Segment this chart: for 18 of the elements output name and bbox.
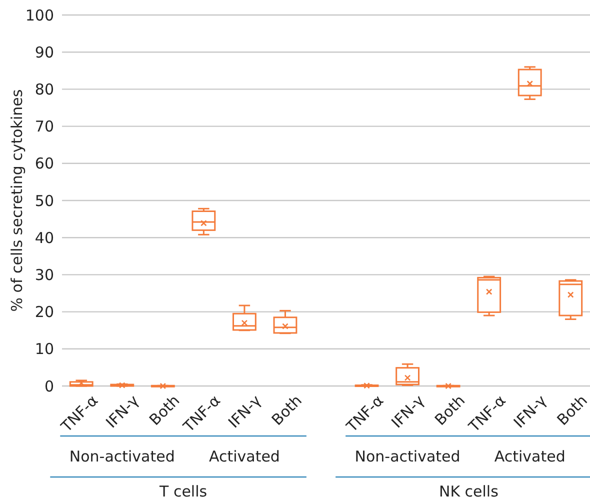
y-tick-label: 40	[34, 228, 54, 247]
y-tick-label: 100	[25, 6, 54, 24]
text: NK cells	[438, 482, 499, 500]
y-axis-title: % of cells secreting cytokines	[8, 89, 26, 312]
y-tick-label: 0	[44, 377, 54, 396]
y-tick-label: 10	[34, 340, 54, 358]
text: Activated	[494, 447, 566, 466]
y-tick-label: 60	[34, 154, 54, 173]
text: Non-activated	[354, 447, 460, 466]
y-tick-label: 50	[34, 192, 54, 210]
y-tick-label: 30	[34, 266, 54, 284]
y-tick-label: 90	[34, 43, 54, 62]
text: T cells	[158, 482, 208, 500]
text: Activated	[208, 447, 280, 466]
y-tick-label: 70	[34, 118, 54, 136]
y-tick-label: 20	[34, 303, 54, 322]
y-tick-label: 80	[34, 80, 54, 98]
text: Non-activated	[69, 447, 175, 466]
